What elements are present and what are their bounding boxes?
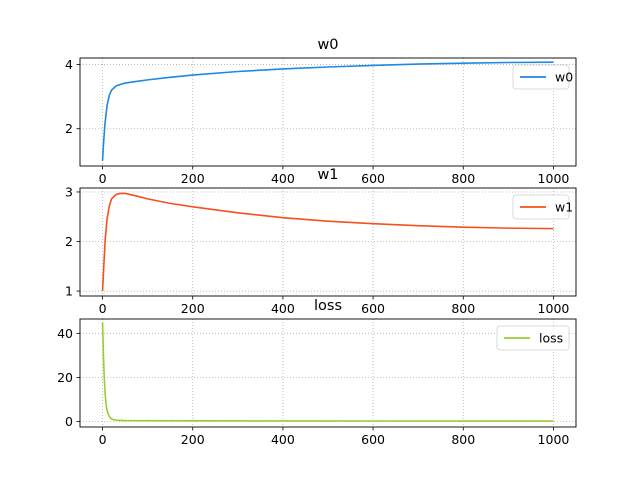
legend-label: loss bbox=[539, 331, 563, 346]
x-tick-label: 200 bbox=[181, 432, 205, 447]
y-tick-label: 2 bbox=[65, 234, 73, 249]
x-tick-label: 600 bbox=[361, 301, 385, 316]
y-tick-label: 4 bbox=[65, 57, 73, 72]
x-tick-label: 200 bbox=[181, 301, 205, 316]
x-tick-label: 0 bbox=[99, 301, 107, 316]
x-tick-label: 600 bbox=[361, 432, 385, 447]
y-tick-label: 40 bbox=[57, 326, 73, 341]
chart-title: loss bbox=[314, 298, 342, 314]
y-tick-label: 0 bbox=[65, 414, 73, 429]
chart-title: w0 bbox=[317, 37, 338, 53]
x-tick-label: 400 bbox=[271, 432, 295, 447]
legend: loss bbox=[496, 325, 570, 351]
legend: w0 bbox=[512, 64, 573, 90]
series-line-w1 bbox=[101, 192, 554, 292]
series-line-w0 bbox=[101, 61, 554, 161]
y-tick-label: 2 bbox=[65, 121, 73, 136]
axes-frame bbox=[79, 57, 577, 167]
x-tick-label: 600 bbox=[361, 171, 385, 186]
x-tick-label: 0 bbox=[99, 171, 107, 186]
x-tick-label: 1000 bbox=[538, 171, 570, 186]
x-tick-label: 0 bbox=[99, 432, 107, 447]
subplot-w0: 0 200 400 600 800 1000 2 4 w0 w0 bbox=[65, 37, 577, 186]
y-tick-label: 20 bbox=[57, 370, 73, 385]
legend-box bbox=[496, 325, 570, 351]
axes-frame bbox=[79, 318, 577, 428]
axes-frame bbox=[79, 187, 577, 297]
x-tick-label: 200 bbox=[181, 171, 205, 186]
subplot-loss: 0 200 400 600 800 1000 0 20 40 loss loss bbox=[57, 298, 577, 447]
x-tick-label: 800 bbox=[451, 301, 475, 316]
x-tick-label: 1000 bbox=[538, 432, 570, 447]
legend: w1 bbox=[512, 194, 573, 220]
subplot-w1: 0 200 400 600 800 1000 1 2 3 w1 w1 bbox=[65, 167, 577, 316]
series-line-loss bbox=[101, 322, 554, 422]
x-tick-label: 400 bbox=[271, 301, 295, 316]
y-tick-label: 3 bbox=[65, 184, 73, 199]
x-tick-label: 800 bbox=[451, 171, 475, 186]
y-tick-label: 1 bbox=[65, 284, 73, 299]
legend-label: w1 bbox=[555, 200, 573, 215]
legend-label: w0 bbox=[555, 70, 573, 85]
x-tick-label: 1000 bbox=[538, 301, 570, 316]
x-tick-label: 400 bbox=[271, 171, 295, 186]
chart-title: w1 bbox=[317, 167, 338, 183]
x-tick-label: 800 bbox=[451, 432, 475, 447]
